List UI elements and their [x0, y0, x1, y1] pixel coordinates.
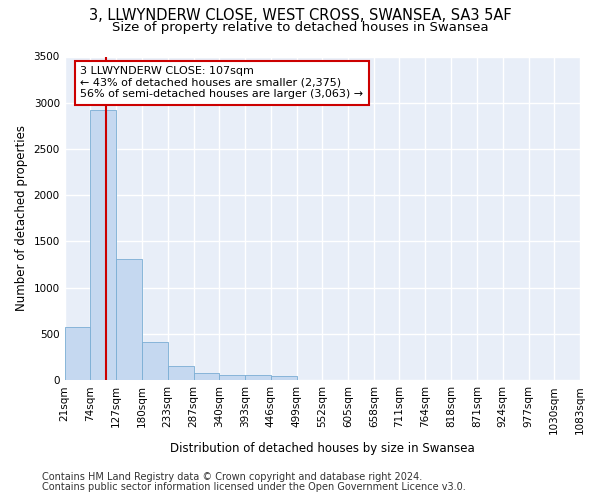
Bar: [220, 374, 245, 380]
Bar: [116, 259, 142, 380]
Bar: [194, 373, 220, 380]
Bar: [65, 328, 91, 380]
Text: Contains HM Land Registry data © Crown copyright and database right 2024.: Contains HM Land Registry data © Crown c…: [42, 472, 422, 482]
Bar: [91, 110, 116, 380]
Bar: [271, 376, 296, 380]
Text: 3 LLWYNDERW CLOSE: 107sqm
← 43% of detached houses are smaller (2,375)
56% of se: 3 LLWYNDERW CLOSE: 107sqm ← 43% of detac…: [80, 66, 363, 100]
X-axis label: Distribution of detached houses by size in Swansea: Distribution of detached houses by size …: [170, 442, 475, 455]
Text: Contains public sector information licensed under the Open Government Licence v3: Contains public sector information licen…: [42, 482, 466, 492]
Y-axis label: Number of detached properties: Number of detached properties: [15, 126, 28, 312]
Bar: [142, 342, 167, 380]
Bar: [167, 366, 194, 380]
Bar: [245, 375, 271, 380]
Text: Size of property relative to detached houses in Swansea: Size of property relative to detached ho…: [112, 21, 488, 34]
Text: 3, LLWYNDERW CLOSE, WEST CROSS, SWANSEA, SA3 5AF: 3, LLWYNDERW CLOSE, WEST CROSS, SWANSEA,…: [89, 8, 511, 22]
